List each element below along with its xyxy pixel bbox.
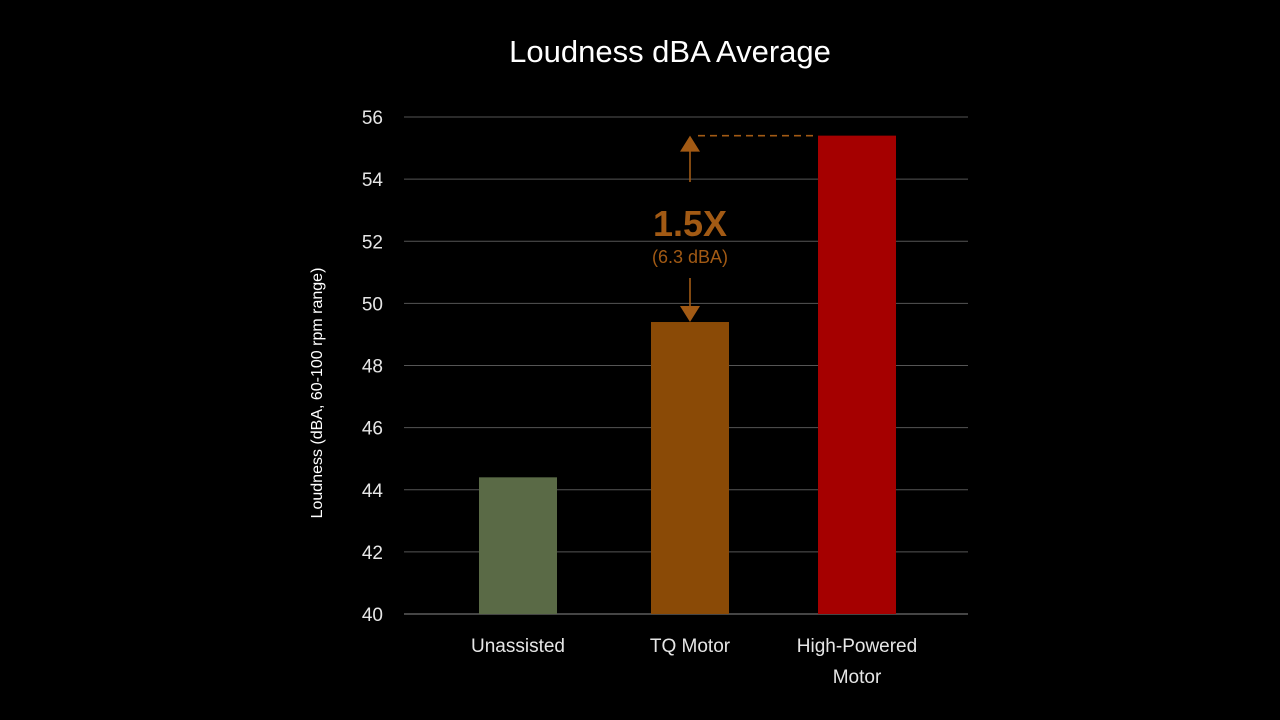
category-label: High-Powered bbox=[797, 636, 917, 657]
category-label: Motor bbox=[833, 667, 882, 688]
category-label: Unassisted bbox=[471, 636, 565, 657]
difference-annotation: 1.5X (6.3 dBA) bbox=[652, 134, 818, 323]
y-axis-ticks: 40 42 44 46 48 50 52 54 56 bbox=[362, 108, 384, 626]
arrow-head-up bbox=[680, 135, 700, 152]
y-tick-label: 50 bbox=[362, 294, 383, 315]
y-tick-label: 42 bbox=[362, 543, 383, 564]
y-axis-label: Loudness (dBA, 60-100 rpm range) bbox=[309, 268, 326, 519]
y-tick-label: 56 bbox=[362, 108, 383, 129]
annotation-difference: (6.3 dBA) bbox=[652, 247, 728, 267]
y-tick-label: 46 bbox=[362, 419, 383, 440]
y-tick-label: 54 bbox=[362, 170, 384, 191]
arrow-head-down bbox=[680, 306, 700, 323]
y-tick-label: 48 bbox=[362, 357, 383, 378]
y-tick-label: 44 bbox=[362, 481, 384, 502]
annotation-multiplier: 1.5X bbox=[653, 203, 727, 244]
category-label: TQ Motor bbox=[650, 636, 731, 657]
bar bbox=[479, 477, 557, 614]
category-labels: Unassisted TQ Motor High-Powered Motor bbox=[471, 636, 917, 688]
y-tick-label: 52 bbox=[362, 232, 383, 253]
bar bbox=[651, 322, 729, 614]
y-tick-label: 40 bbox=[362, 605, 383, 626]
bar bbox=[818, 135, 896, 614]
chart-title: Loudness dBA Average bbox=[509, 34, 831, 69]
bars bbox=[479, 135, 896, 614]
